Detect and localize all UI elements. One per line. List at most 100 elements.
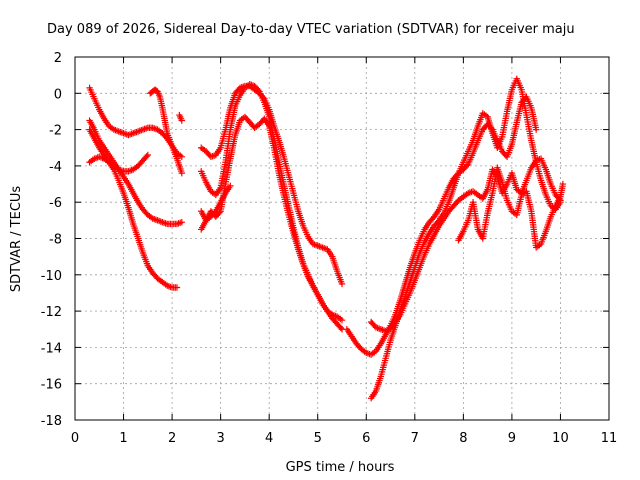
series-track-11 bbox=[343, 93, 540, 358]
data-point bbox=[154, 275, 164, 285]
data-point bbox=[377, 326, 388, 334]
data-point bbox=[125, 180, 136, 195]
data-point bbox=[499, 148, 510, 159]
data-point bbox=[100, 144, 111, 157]
data-point bbox=[134, 127, 145, 135]
data-point bbox=[528, 137, 539, 164]
data-point bbox=[241, 113, 252, 125]
data-point bbox=[329, 253, 340, 273]
data-point bbox=[86, 84, 97, 100]
data-point bbox=[314, 291, 325, 306]
data-point bbox=[518, 86, 530, 116]
data-point bbox=[387, 320, 398, 333]
data-point bbox=[314, 242, 325, 251]
data-point bbox=[144, 262, 155, 275]
data-point bbox=[134, 158, 145, 170]
x-axis-title: GPS time / hours bbox=[286, 460, 395, 475]
x-tick-label: 4 bbox=[265, 431, 273, 446]
series-track-10 bbox=[198, 182, 234, 224]
data-point bbox=[431, 224, 442, 239]
data-point bbox=[484, 113, 496, 135]
data-point bbox=[168, 284, 179, 291]
data-point bbox=[474, 128, 486, 144]
data-point bbox=[105, 151, 116, 164]
data-point bbox=[426, 233, 437, 248]
series-track-3 bbox=[86, 126, 181, 291]
data-point bbox=[115, 128, 126, 136]
data-point bbox=[232, 86, 243, 97]
data-point bbox=[455, 194, 465, 204]
y-axis-title: SDTVAR / TECUs bbox=[9, 186, 24, 293]
data-point bbox=[445, 177, 456, 191]
data-point bbox=[130, 163, 140, 173]
series-track-4 bbox=[86, 151, 152, 175]
data-point bbox=[164, 220, 174, 228]
data-point bbox=[348, 333, 359, 346]
data-point bbox=[372, 375, 384, 395]
data-point bbox=[212, 186, 223, 199]
data-point bbox=[96, 153, 106, 162]
data-point bbox=[96, 144, 107, 157]
data-point bbox=[508, 208, 519, 217]
data-point bbox=[251, 82, 262, 94]
data-point bbox=[105, 122, 116, 132]
data-point bbox=[217, 128, 229, 151]
series-track-14 bbox=[455, 164, 567, 251]
y-tick-label: -10 bbox=[41, 269, 62, 284]
data-point bbox=[513, 186, 524, 196]
data-point bbox=[139, 153, 150, 164]
data-point bbox=[134, 235, 146, 255]
data-point bbox=[144, 151, 152, 159]
data-point bbox=[178, 153, 185, 161]
x-tick-label: 11 bbox=[601, 431, 618, 446]
series-track-5 bbox=[147, 86, 185, 177]
data-point bbox=[343, 326, 354, 338]
data-point bbox=[401, 280, 413, 300]
data-point bbox=[86, 156, 96, 166]
data-point bbox=[508, 121, 520, 148]
data-point bbox=[523, 93, 534, 109]
data-point bbox=[523, 166, 534, 184]
data-point bbox=[275, 169, 287, 196]
data-point bbox=[426, 214, 437, 226]
data-point bbox=[494, 135, 505, 151]
data-point bbox=[299, 222, 311, 238]
data-point bbox=[416, 253, 427, 271]
data-point bbox=[333, 320, 344, 332]
data-point bbox=[236, 114, 247, 124]
data-point bbox=[290, 189, 301, 213]
data-point bbox=[431, 208, 442, 220]
data-point bbox=[377, 357, 389, 380]
y-tick-label: 0 bbox=[54, 87, 62, 102]
data-point bbox=[86, 117, 97, 131]
data-point bbox=[518, 189, 529, 199]
data-point bbox=[513, 193, 525, 219]
data-point bbox=[207, 188, 218, 197]
data-point bbox=[503, 143, 515, 161]
data-point bbox=[455, 229, 466, 244]
data-point bbox=[270, 144, 282, 175]
data-point bbox=[455, 161, 466, 177]
data-point bbox=[537, 177, 549, 197]
data-point bbox=[178, 117, 185, 124]
data-point bbox=[173, 219, 184, 228]
data-point bbox=[406, 279, 418, 297]
x-tick-label: 8 bbox=[459, 431, 467, 446]
y-tick-label: -6 bbox=[49, 196, 62, 211]
data-point bbox=[139, 249, 151, 267]
data-point bbox=[431, 218, 442, 229]
data-point bbox=[173, 155, 185, 175]
data-point bbox=[91, 154, 101, 162]
data-point bbox=[144, 124, 155, 131]
data-point bbox=[295, 208, 306, 227]
data-point bbox=[440, 186, 452, 202]
data-point bbox=[329, 315, 340, 326]
data-point bbox=[528, 104, 539, 131]
data-point bbox=[392, 299, 403, 318]
data-point bbox=[256, 88, 267, 104]
data-point bbox=[503, 88, 515, 115]
data-point bbox=[227, 182, 234, 190]
series-track-6 bbox=[176, 111, 185, 124]
data-point bbox=[411, 239, 423, 257]
